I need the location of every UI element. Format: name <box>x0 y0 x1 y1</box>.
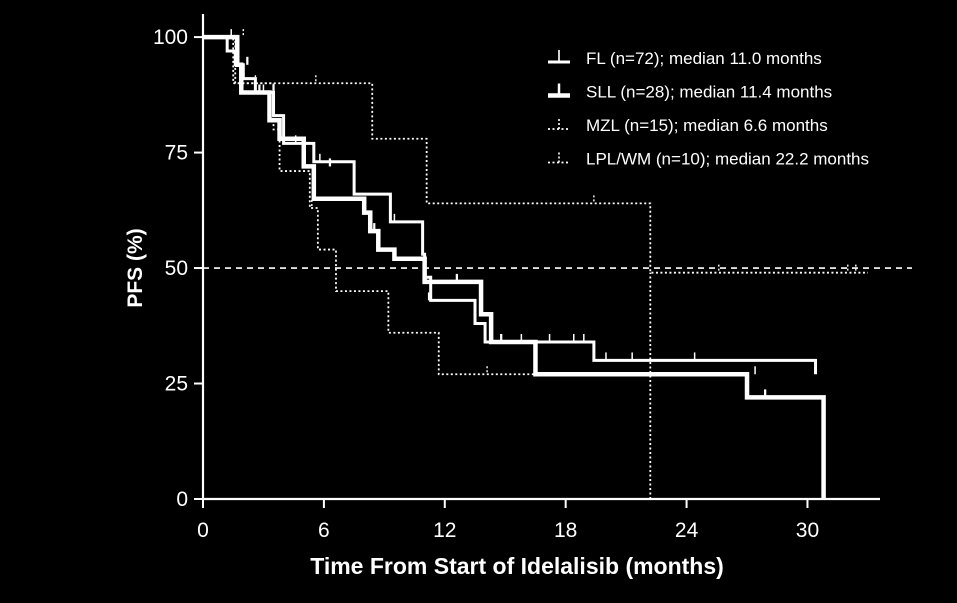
legend-item: LPL/WM (n=10); median 22.2 months <box>548 150 869 169</box>
series-4 <box>203 29 868 274</box>
legend-item: MZL (n=15); median 6.6 months <box>548 116 828 135</box>
y-tick-label: 50 <box>165 257 188 280</box>
legend-item: SLL (n=28); median 11.4 months <box>548 83 832 102</box>
series-line <box>203 34 826 499</box>
x-axis-title: Time From Start of Idelalisib (months) <box>310 553 724 579</box>
series-line <box>203 36 868 274</box>
legend-group: FL (n=72); median 11.0 months SLL (n=28);… <box>548 49 869 169</box>
legend-label: FL (n=72); median 11.0 months <box>586 49 822 68</box>
legend-label: MZL (n=15); median 6.6 months <box>586 116 828 135</box>
y-tick-label: 100 <box>153 26 188 49</box>
y-tick-label: 25 <box>165 373 188 396</box>
x-tick-label: 0 <box>197 519 209 542</box>
legend-label: LPL/WM (n=10); median 22.2 months <box>586 150 869 169</box>
y-tick-label: 75 <box>165 142 188 165</box>
x-tick-label: 18 <box>554 519 577 542</box>
y-tick-label: 0 <box>176 488 188 511</box>
series-group <box>203 29 868 499</box>
x-tick-label: 6 <box>318 519 330 542</box>
x-tick-label: 12 <box>433 519 456 542</box>
series-3 <box>203 36 536 376</box>
x-tick-label: 24 <box>675 519 699 542</box>
legend-label: SLL (n=28); median 11.4 months <box>586 83 832 102</box>
y-axis-title: PFS (%) <box>124 228 147 307</box>
legend-item: FL (n=72); median 11.0 months <box>548 49 822 68</box>
axes-group: 0 6 12 18 24 30 0 25 50 75 100 <box>153 14 880 542</box>
x-tick-label: 30 <box>796 519 819 542</box>
